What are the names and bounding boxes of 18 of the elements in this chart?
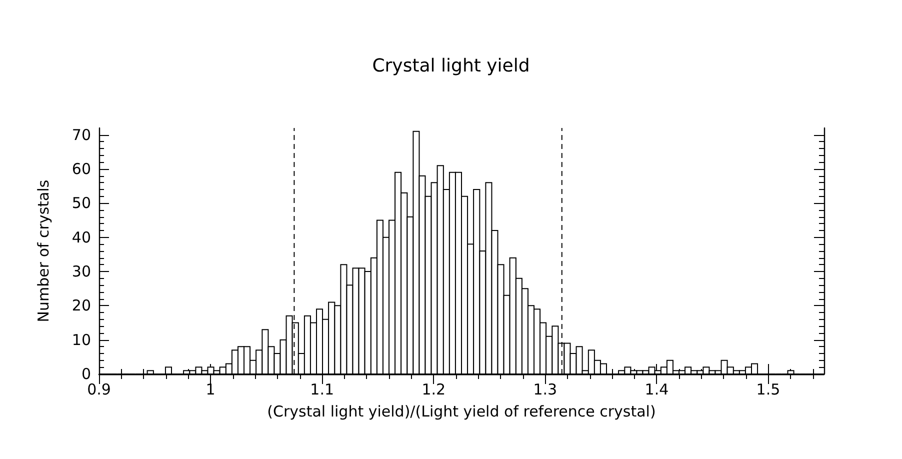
y-tick-label: 0 — [81, 365, 91, 383]
y-axis-title: Number of crystals — [34, 180, 52, 322]
y-tick-label: 50 — [72, 194, 91, 212]
x-tick-label: 1.1 — [310, 380, 334, 398]
y-tick-label: 70 — [72, 126, 91, 144]
y-tick-label: 10 — [72, 330, 91, 349]
y-tick-label: 20 — [72, 296, 91, 315]
y-tick-label: 30 — [72, 262, 91, 280]
y-tick-label: 60 — [72, 160, 91, 178]
x-tick-label: 1.4 — [644, 380, 669, 398]
chart-title: Crystal light yield — [372, 56, 530, 76]
x-tick-label: 1.5 — [756, 380, 780, 398]
x-tick-label: 1.3 — [533, 380, 558, 398]
x-axis-title: (Crystal light yield)/(Light yield of reference crystal) — [267, 402, 656, 420]
y-tick-label: 40 — [72, 228, 91, 246]
x-tick-label: 0.9 — [87, 380, 111, 398]
x-tick-label: 1 — [206, 380, 216, 398]
x-tick-label: 1.2 — [422, 380, 446, 398]
